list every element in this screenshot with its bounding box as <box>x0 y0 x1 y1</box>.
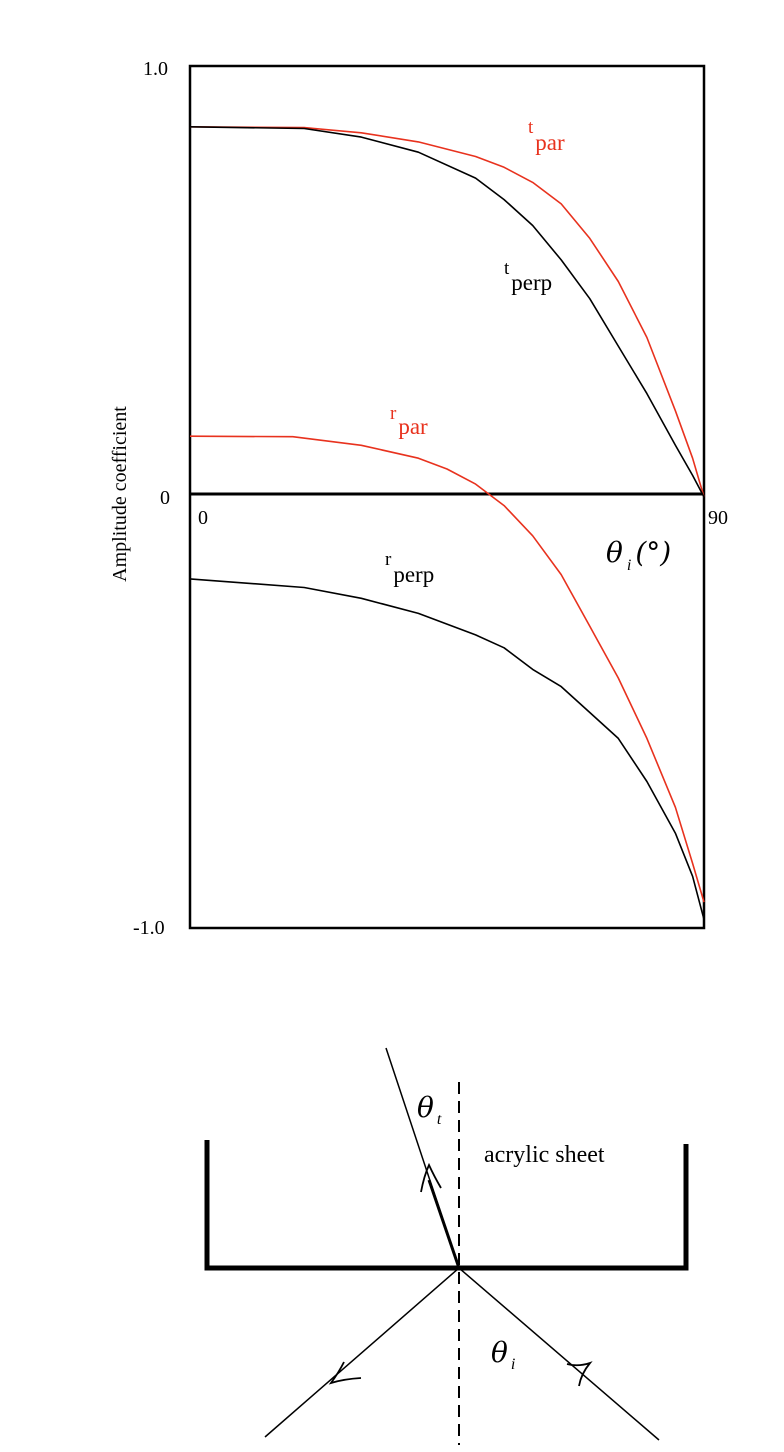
reflected-ray-arrowhead <box>328 1361 362 1385</box>
incident-ray-arrowhead <box>566 1361 593 1387</box>
r-perp-label-sub: perp <box>393 562 434 587</box>
x-tick-label-start: 0 <box>198 507 208 529</box>
y-tick-label-bottom: -1.0 <box>133 917 165 939</box>
theta-i-symbol: θ <box>491 1336 508 1369</box>
x-axis-unit: (°) <box>635 536 671 569</box>
x-axis-label: θ i (°) <box>606 536 671 574</box>
t-perp-label-main: t <box>504 258 510 279</box>
r-par-label-main: r <box>390 403 397 424</box>
amplitude-chart: 1.0 0 -1.0 0 90 Amplitude coefficient θ … <box>109 58 728 939</box>
y-tick-label-top: 1.0 <box>143 58 168 80</box>
theta-t-label: θ t <box>417 1091 442 1128</box>
x-tick-label-end: 90 <box>708 507 728 529</box>
reflected-ray <box>264 1267 460 1438</box>
acrylic-sheet-label: acrylic sheet <box>484 1142 605 1168</box>
t-perp-curve <box>189 126 705 498</box>
r-perp-curve <box>189 578 705 920</box>
r-par-label: r par <box>390 403 428 439</box>
refracted-ray-arrowhead <box>420 1162 442 1193</box>
refracted-ray-emphasis <box>427 1179 461 1269</box>
r-perp-label-main: r <box>385 549 392 570</box>
t-perp-label: t perp <box>504 258 552 295</box>
t-par-label: t par <box>528 117 565 155</box>
t-par-curve <box>189 126 705 498</box>
theta-i-label: θ i <box>491 1336 515 1373</box>
r-perp-label: r perp <box>385 549 434 587</box>
t-perp-label-sub: perp <box>511 270 552 295</box>
t-par-label-sub: par <box>535 130 565 155</box>
curves-group <box>189 126 705 920</box>
incident-ray <box>458 1267 660 1441</box>
r-par-label-sub: par <box>398 414 428 439</box>
y-tick-label-zero: 0 <box>160 487 170 509</box>
theta-t-subscript: t <box>437 1111 442 1128</box>
r-par-curve <box>189 435 705 903</box>
y-axis-title: Amplitude coefficient <box>109 406 131 582</box>
x-axis-theta-symbol: θ <box>606 536 623 569</box>
theta-t-symbol: θ <box>417 1091 434 1124</box>
theta-i-subscript: i <box>511 1356 515 1373</box>
plot-frame <box>188 64 706 930</box>
acrylic-sheet-outline <box>204 1140 689 1271</box>
t-par-label-main: t <box>528 117 534 138</box>
x-axis-theta-subscript: i <box>627 557 631 574</box>
refraction-diagram: θ t θ i acrylic sheet <box>204 1047 689 1445</box>
